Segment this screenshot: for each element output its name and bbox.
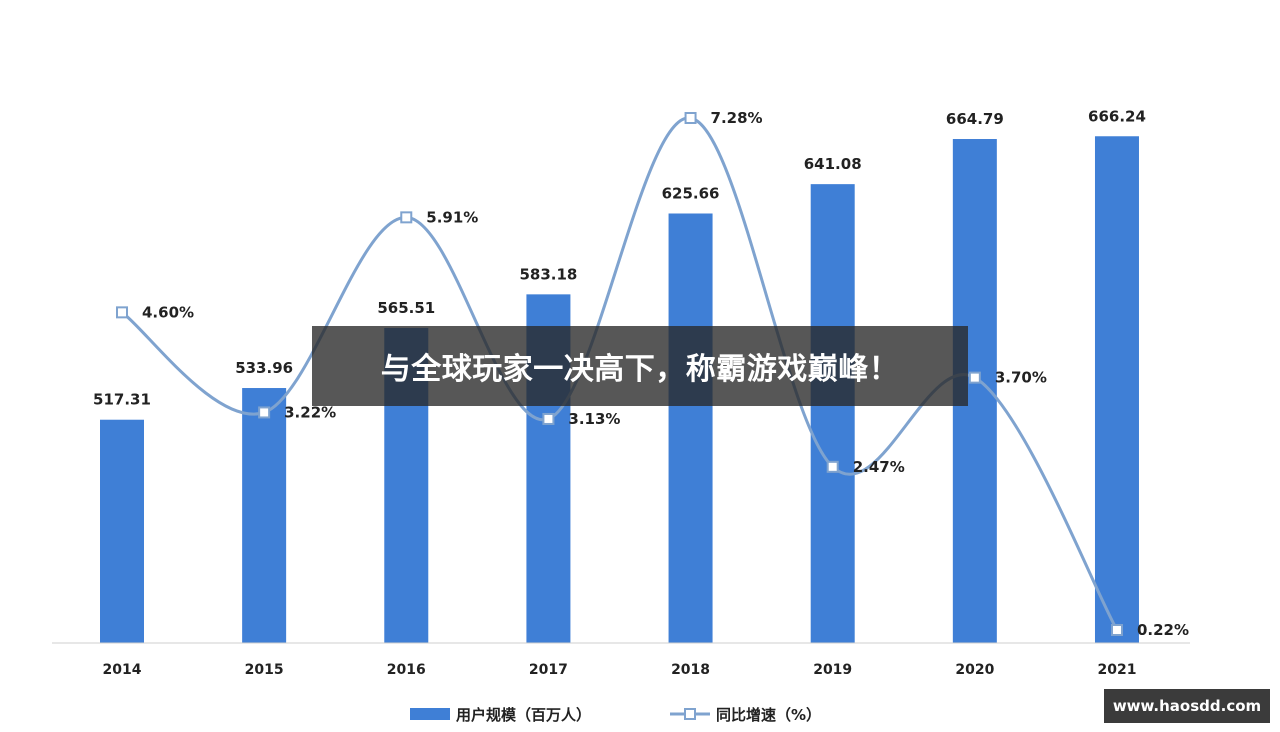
line-value-label-2015: 3.22% — [284, 403, 336, 421]
bar-2018 — [668, 213, 713, 643]
x-tick-label-2014: 2014 — [103, 662, 142, 678]
x-axis-ticks: 2014 2015 2016 2017 2018 2019 2020 2021 — [103, 662, 1137, 678]
x-tick-label-2021: 2021 — [1097, 662, 1136, 678]
line-value-label-2018: 7.28% — [711, 109, 763, 127]
line-value-label-2014: 4.60% — [142, 303, 194, 321]
bar-value-label-2021: 666.24 — [1088, 107, 1146, 125]
labels-layer: 517.31 533.96 565.51 583.18 625.66 641.08 664.… — [93, 107, 1189, 639]
x-tick-label-2018: 2018 — [671, 662, 710, 678]
x-tick-label-2019: 2019 — [813, 662, 852, 678]
bar-value-label-2014: 517.31 — [93, 391, 151, 409]
line-value-label-2019: 2.47% — [853, 458, 905, 476]
legend-line-label: 同比增速（%） — [716, 706, 821, 724]
line-marker-2017 — [542, 412, 555, 425]
x-tick-label-2020: 2020 — [955, 662, 994, 678]
legend: 用户规模（百万人） 同比增速（%） — [410, 706, 821, 724]
x-tick-label-2015: 2015 — [245, 662, 284, 678]
bar-value-label-2015: 533.96 — [235, 359, 293, 377]
bar-value-label-2019: 641.08 — [804, 155, 862, 173]
line-value-label-2021: 0.22% — [1137, 621, 1189, 639]
promo-banner-text: 与全球玩家一决高下，称霸游戏巅峰！ — [380, 352, 900, 387]
bar-value-label-2018: 625.66 — [662, 184, 720, 202]
line-marker-2019 — [826, 460, 839, 473]
line-marker-2021 — [1110, 624, 1123, 636]
bar-2015 — [242, 388, 287, 643]
line-value-label-2020: 3.70% — [995, 369, 1047, 387]
line-marker-2014 — [116, 306, 128, 319]
bar-2019 — [810, 184, 855, 643]
line-marker-2018 — [684, 112, 697, 124]
bar-value-label-2020: 664.79 — [946, 110, 1004, 128]
line-marker-2015 — [258, 406, 271, 419]
bar-2014 — [100, 419, 144, 643]
bar-value-label-2017: 583.18 — [519, 265, 577, 283]
site-watermark-text: www.haosdd.com — [1112, 697, 1262, 715]
line-value-label-2017: 3.13% — [568, 410, 620, 428]
legend-bar-swatch — [410, 708, 450, 720]
x-tick-label-2016: 2016 — [387, 662, 426, 678]
bar-value-label-2016: 565.51 — [377, 299, 435, 317]
line-marker-2020 — [968, 371, 981, 384]
site-watermark-badge: www.haosdd.com — [1104, 689, 1270, 723]
bar-2021 — [1094, 136, 1139, 643]
legend-line-marker — [684, 708, 696, 720]
promo-banner: 与全球玩家一决高下，称霸游戏巅峰！ — [312, 326, 968, 406]
x-tick-label-2017: 2017 — [529, 662, 568, 678]
legend-bar-label: 用户规模（百万人） — [456, 706, 591, 724]
line-value-label-2016: 5.91% — [426, 208, 478, 226]
line-marker-2016 — [400, 211, 413, 224]
